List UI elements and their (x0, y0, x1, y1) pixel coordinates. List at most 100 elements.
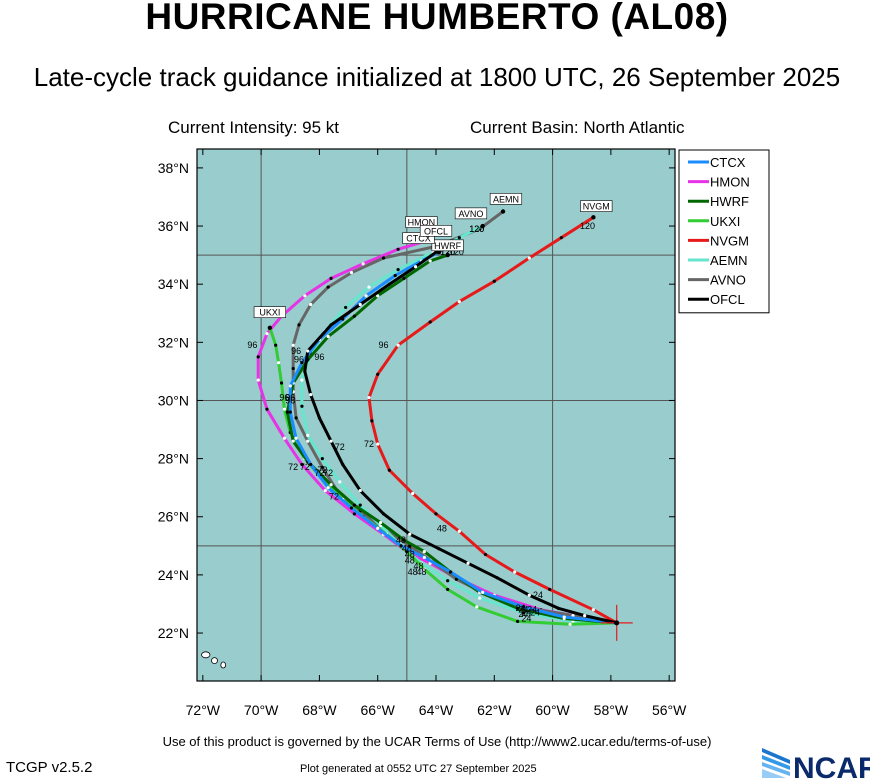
track-point-nvgm (457, 529, 461, 533)
legend-label-aemn: AEMN (710, 253, 748, 268)
track-point-hwrf (376, 294, 380, 298)
track-point-avno (306, 439, 310, 443)
end-label-box-ofcl (419, 225, 453, 237)
hour-label-hmon: 48 (414, 561, 424, 571)
end-label-ofcl: OFCL (424, 226, 448, 236)
track-point-nvgm (457, 300, 461, 304)
track-point-hmon (323, 488, 327, 493)
y-tick-label: 24°N (158, 567, 189, 583)
track-point-avno (326, 285, 330, 289)
track-point-hmon (303, 294, 307, 298)
track-point-ctcx (562, 615, 566, 619)
legend-label-hwrf: HWRF (710, 194, 749, 209)
track-point-ukxi (422, 567, 426, 571)
track-point-hwrf (326, 334, 330, 339)
track-point-nvgm (387, 468, 391, 472)
hour-label-aemn: 24 (518, 609, 528, 619)
island-1 (211, 657, 218, 665)
track-point-nvgm (411, 491, 415, 496)
hour-label-nvgm: 96 (379, 340, 389, 350)
end-label-avno: AVNO (459, 209, 484, 219)
hour-label-ukxi: 48 (408, 567, 418, 577)
track-point-ctcx (393, 273, 397, 278)
y-tick-label: 28°N (158, 451, 189, 467)
hour-label-hwrf: 96 (314, 352, 324, 362)
track-point-hwrf (428, 259, 432, 263)
legend-box (678, 149, 770, 314)
ncar-logo[interactable]: NCAR (760, 742, 870, 780)
track-point-hwrf (516, 606, 520, 610)
track-point-ofcl (329, 323, 333, 327)
legend-label-ctcx: CTCX (710, 155, 746, 170)
track-point-ofcl (358, 488, 362, 493)
ncar-logo-icon (762, 748, 790, 778)
track-point-hmon (300, 462, 304, 467)
track-end-hwrf (445, 252, 450, 258)
track-avno (291, 210, 619, 625)
track-point-hmon (396, 247, 400, 251)
hour-label-ukxi: 96 (279, 392, 289, 402)
track-point-aemn (457, 236, 461, 240)
track-point-nvgm (376, 372, 380, 376)
track-point-ctcx (448, 570, 453, 574)
track-point-ukxi (516, 619, 520, 624)
track-point-hmon (329, 276, 333, 280)
x-tick-label: 58°W (594, 702, 629, 718)
track-point-aemn (300, 378, 304, 382)
track-point-nvgm (513, 570, 517, 574)
track-point-hwrf (379, 520, 383, 525)
end-label-box-avno (454, 207, 488, 220)
terms-of-use-notice: Use of this product is governed by the U… (162, 734, 712, 749)
x-tick-label: 72°W (186, 702, 221, 718)
end-label-hmon: HMON (408, 218, 436, 228)
x-tick-label: 62°W (477, 702, 512, 718)
track-point-hmon (361, 262, 365, 266)
track-point-aemn (338, 480, 342, 484)
legend-label-ofcl: OFCL (710, 292, 745, 307)
track-point-ctcx (521, 605, 526, 609)
track-point-hwrf (285, 410, 289, 414)
x-tick-label: 60°W (535, 702, 570, 718)
track-end-ukxi (267, 325, 273, 330)
track-point-hwrf (402, 276, 406, 280)
y-tick-label: 32°N (158, 334, 189, 350)
track-point-avno (454, 577, 459, 581)
hour-label-hmon: 72 (288, 462, 298, 472)
ncar-logo-text: NCAR (793, 752, 870, 780)
track-point-nvgm (527, 256, 531, 260)
track-point-ofcl (466, 561, 470, 565)
legend-label-nvgm: NVGM (710, 233, 749, 248)
track-aemn (300, 224, 619, 625)
hour-label-avno: 72 (317, 465, 327, 475)
end-label-hwrf: HWRF (434, 241, 461, 251)
track-point-nvgm (428, 320, 432, 324)
track-point-ukxi (446, 587, 450, 592)
island-2 (220, 661, 227, 669)
track-point-ctcx (288, 410, 292, 414)
track-point-avno (297, 323, 301, 327)
track-point-nvgm (370, 419, 374, 423)
track-point-aemn (306, 433, 310, 437)
track-point-ofcl (527, 593, 531, 597)
track-point-aemn (478, 596, 482, 600)
hour-label-aemn: 48 (405, 555, 415, 565)
island-0 (201, 651, 211, 659)
track-point-ofcl (413, 265, 418, 269)
track-point-ctcx (481, 590, 485, 594)
track-point-ofcl (341, 462, 345, 467)
hour-label-hwrf: 72 (300, 462, 310, 472)
hour-label-ctcx: 96 (294, 355, 304, 365)
end-label-box-nvgm (580, 200, 613, 212)
track-point-nvgm (367, 395, 371, 400)
track-point-nvgm (396, 343, 400, 347)
track-point-hmon (265, 407, 269, 411)
ocean-background (197, 149, 675, 681)
track-point-hwrf (402, 538, 406, 542)
end-label-box-ctcx (402, 232, 435, 244)
track-point-ofcl (556, 606, 561, 610)
legend-label-hmon: HMON (710, 175, 750, 190)
hour-label-ofcl: 24 (527, 605, 537, 615)
track-point-hwrf (422, 550, 426, 554)
